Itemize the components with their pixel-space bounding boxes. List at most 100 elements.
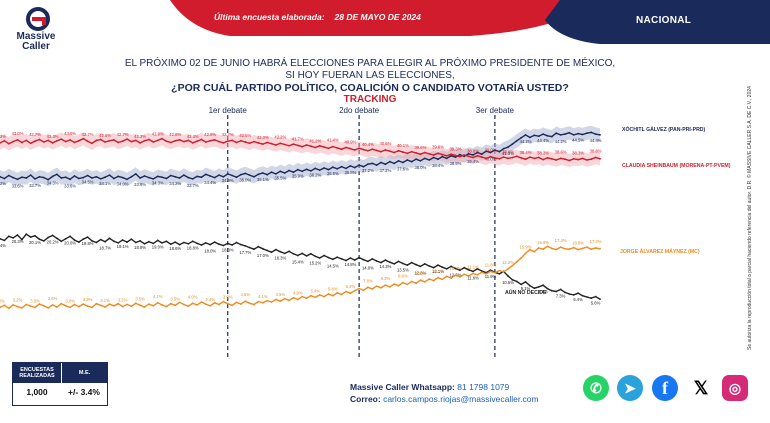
data-point xyxy=(507,275,509,277)
data-point xyxy=(73,303,76,306)
data-point xyxy=(95,302,98,305)
data-point xyxy=(152,178,155,180)
data-point xyxy=(402,262,404,265)
data-point xyxy=(266,299,269,302)
data-point xyxy=(375,260,378,262)
data-point xyxy=(542,248,544,251)
data-point xyxy=(121,176,124,179)
data-point xyxy=(156,175,159,178)
data-point xyxy=(292,252,295,255)
data-point xyxy=(358,164,360,166)
data-point xyxy=(590,248,593,251)
data-point xyxy=(38,175,41,178)
data-point xyxy=(375,164,378,166)
data-point xyxy=(358,147,360,150)
data-point xyxy=(559,134,562,136)
data-label: 8.3% xyxy=(538,289,548,294)
data-point xyxy=(581,157,584,160)
data-point xyxy=(218,303,220,306)
data-point xyxy=(296,168,299,171)
data-label: 40.1% xyxy=(397,143,409,148)
data-point xyxy=(0,142,1,144)
sample-table: ENCUESTAS REALIZADAS M.E. 1,000 +/- 3.4% xyxy=(12,362,108,406)
email-link[interactable]: carlos.campos.riojas@massivecaller.com xyxy=(383,394,539,404)
data-point xyxy=(283,143,286,146)
data-point xyxy=(380,261,382,264)
data-point xyxy=(56,237,58,240)
x-icon[interactable]: 𝕏 xyxy=(688,375,714,401)
telegram-icon[interactable]: ➤ xyxy=(617,375,643,401)
data-point xyxy=(336,291,339,294)
data-point xyxy=(467,155,470,158)
data-point xyxy=(169,141,172,144)
scope-label: NACIONAL xyxy=(636,15,692,26)
data-point xyxy=(476,151,479,154)
data-point xyxy=(419,279,422,282)
data-point xyxy=(305,255,308,257)
data-point xyxy=(432,266,435,269)
data-point xyxy=(187,176,190,179)
data-point xyxy=(393,283,396,285)
data-point xyxy=(38,303,41,305)
data-point xyxy=(437,152,439,155)
data-point xyxy=(594,295,597,298)
data-point xyxy=(60,177,63,179)
data-point xyxy=(257,142,260,144)
data-label: 17.2% xyxy=(590,239,602,244)
data-point xyxy=(209,304,212,307)
data-point xyxy=(318,257,321,259)
data-point xyxy=(29,236,32,239)
data-point xyxy=(301,170,304,173)
whatsapp-icon[interactable]: ✆ xyxy=(583,375,609,401)
data-point xyxy=(480,153,483,156)
data-point xyxy=(51,175,54,178)
data-point xyxy=(29,174,32,176)
data-label: 19.4% xyxy=(0,243,6,248)
data-point xyxy=(476,154,479,157)
data-point xyxy=(445,157,448,160)
data-point xyxy=(209,175,212,177)
data-point xyxy=(450,265,452,268)
data-point xyxy=(450,154,452,157)
data-point xyxy=(577,292,579,295)
data-label: 12.8% xyxy=(414,270,426,275)
data-point xyxy=(507,146,509,148)
data-point xyxy=(95,241,98,244)
data-point xyxy=(240,303,242,305)
instagram-icon[interactable]: ◎ xyxy=(722,375,748,401)
data-point xyxy=(104,141,106,143)
data-point xyxy=(406,283,409,286)
data-point xyxy=(524,158,527,161)
data-point xyxy=(480,270,483,272)
data-point xyxy=(428,278,431,280)
data-label: 4.1% xyxy=(258,294,268,299)
data-point xyxy=(134,173,137,175)
data-point xyxy=(91,306,93,309)
data-point xyxy=(253,175,255,178)
data-point xyxy=(529,136,531,139)
data-label: 34.2% xyxy=(0,181,6,186)
facebook-icon[interactable]: f xyxy=(652,375,678,401)
data-point xyxy=(586,132,588,135)
data-point xyxy=(209,243,212,246)
data-point xyxy=(143,139,146,142)
data-point xyxy=(406,159,409,161)
data-point xyxy=(428,265,431,267)
whatsapp-number[interactable]: 81 1798 1079 xyxy=(457,382,510,392)
data-point xyxy=(288,169,290,172)
data-point xyxy=(546,287,549,290)
data-point xyxy=(397,284,400,287)
data-point xyxy=(393,263,396,265)
data-point xyxy=(196,140,199,143)
disclaimer: Se autoriza la reproducción total o parc… xyxy=(747,86,753,350)
data-label: 9.5% xyxy=(416,271,426,276)
data-label: 6.4% xyxy=(346,284,356,289)
data-point xyxy=(240,173,242,176)
data-point xyxy=(73,141,76,144)
data-point xyxy=(191,142,194,144)
data-point xyxy=(86,174,89,177)
data-label: 4.0% xyxy=(188,294,198,299)
data-label: 38.9% xyxy=(450,161,462,166)
data-point xyxy=(515,260,518,263)
data-point xyxy=(520,257,523,259)
